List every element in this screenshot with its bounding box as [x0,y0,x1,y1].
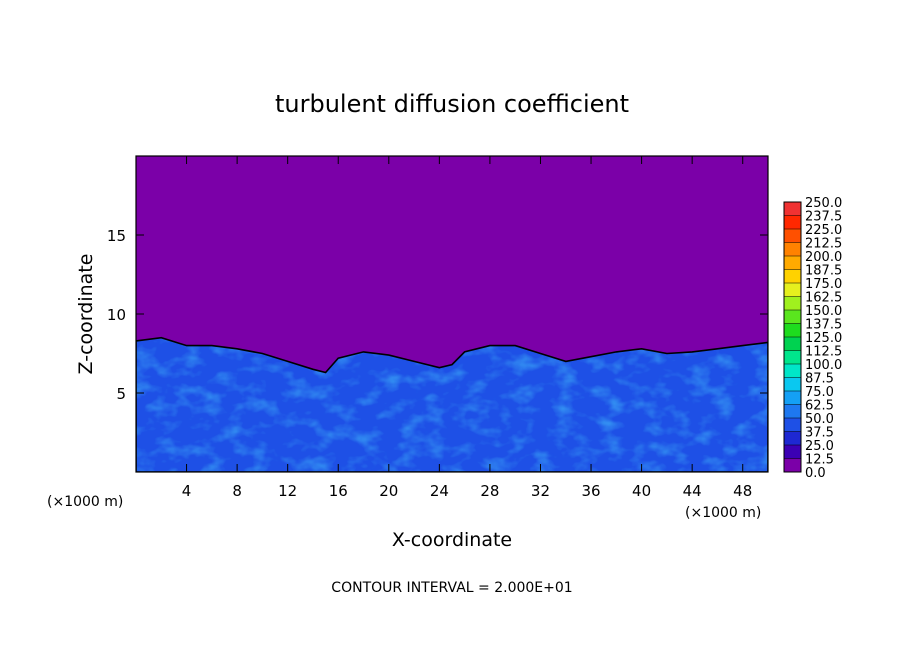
colorbar-label: 62.5 [805,399,834,414]
colorbar-swatch [784,215,801,229]
colorbar-label: 75.0 [805,385,834,400]
colorbar-label: 237.5 [805,210,842,225]
colorbar-swatch [784,296,801,310]
colorbar-swatch [784,256,801,270]
colorbar-label: 87.5 [805,372,834,387]
y-tick-label: 15 [107,227,126,245]
colorbar-label: 250.0 [805,196,842,211]
colorbar-label: 212.5 [805,237,842,252]
colorbar-label: 175.0 [805,277,842,292]
colorbar-swatch [784,337,801,351]
x-tick-label: 12 [278,482,297,500]
colorbar-swatch [784,323,801,337]
x-tick-label: 36 [581,482,600,500]
turbulent-eddies [136,337,768,472]
colorbar-swatch [784,283,801,297]
colorbar-label: 12.5 [805,453,834,468]
colorbar-swatch [784,418,801,432]
colorbar-swatch [784,202,801,216]
colorbar-swatch [784,364,801,378]
x-tick-label: 20 [379,482,398,500]
colorbar-swatch [784,458,801,472]
colorbar-label: 112.5 [805,345,842,360]
colorbar-label: 225.0 [805,223,842,238]
plot-area [136,156,768,472]
colorbar-label: 137.5 [805,318,842,333]
colorbar-swatch [784,242,801,256]
x-unit-label-right: (×1000 m) [685,505,761,521]
colorbar-swatch [784,229,801,243]
colorbar-swatch [784,445,801,459]
colorbar-swatch [784,310,801,324]
colorbar-swatch [784,404,801,418]
colorbar-label: 0.0 [805,466,826,481]
colorbar: 0.012.525.037.550.062.575.087.5100.0112.… [783,196,842,481]
x-tick-label: 32 [531,482,550,500]
colorbar-swatch [784,269,801,283]
colorbar-swatch [784,431,801,445]
x-unit-label-left: (×1000 m) [47,494,123,510]
contour-interval-note: CONTOUR INTERVAL = 2.000E+01 [331,580,572,596]
x-tick-label: 40 [632,482,651,500]
y-tick-label: 10 [107,306,126,324]
y-tick-label: 5 [116,385,126,403]
x-tick-label: 48 [733,482,752,500]
colorbar-label: 162.5 [805,291,842,306]
x-tick-label: 8 [232,482,242,500]
x-tick-label: 44 [683,482,702,500]
boundary-layer-contour [136,336,768,472]
x-axis-label: X-coordinate [392,529,512,551]
colorbar-swatch [784,350,801,364]
x-tick-label: 24 [430,482,449,500]
x-tick-label: 16 [329,482,348,500]
chart-title: turbulent diffusion coefficient [275,90,629,118]
colorbar-label: 125.0 [805,331,842,346]
colorbar-label: 37.5 [805,426,834,441]
colorbar-label: 50.0 [805,412,834,427]
colorbar-label: 200.0 [805,250,842,265]
colorbar-label: 25.0 [805,439,834,454]
colorbar-swatch [784,391,801,405]
x-tick-label: 28 [480,482,499,500]
colorbar-label: 187.5 [805,264,842,279]
colorbar-label: 150.0 [805,304,842,319]
x-tick-label: 4 [182,482,192,500]
colorbar-swatch [784,377,801,391]
colorbar-label: 100.0 [805,358,842,373]
y-axis-label: Z-coordinate [75,254,97,375]
